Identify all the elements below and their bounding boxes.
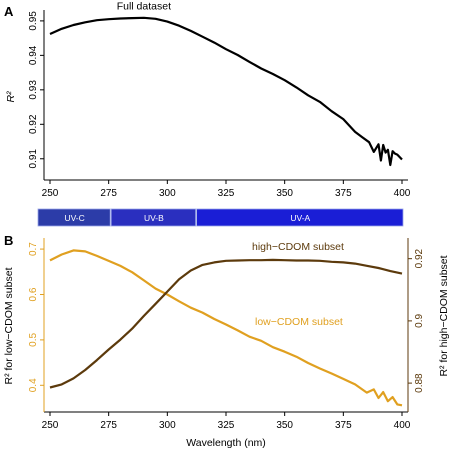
panel-a-x-tick-label: 275 [100, 188, 117, 199]
uv-band-uv-b [110, 208, 196, 227]
low-cdom-series-line [49, 249, 403, 407]
panel-b-left-ticks: 0.4 0.5 0.6 0.7 [28, 242, 44, 392]
panel-a-y-tick-label: 0.94 [28, 45, 39, 65]
panel-b-right-tick-label: 0.92 [414, 248, 425, 268]
panel-b-left-tick-label: 0.6 [28, 287, 39, 301]
panel-a-y-tick-label: 0.93 [28, 80, 39, 100]
uv-band-label: UV-C [64, 213, 84, 223]
panel-b-series [49, 249, 403, 407]
panel-b-left-tick-label: 0.4 [28, 378, 39, 392]
panel-b: B 250 275 300 325 350 375 400 0.4 0.5 0.6 0.7 0.8… [3, 233, 450, 449]
panel-a-x-tick-label: 400 [394, 188, 411, 199]
panel-a-y-tick-label: 0.92 [28, 114, 39, 134]
panel-b-right-tick-label: 0.9 [414, 314, 425, 328]
full-dataset-annotation: Full dataset [117, 1, 171, 13]
panel-b-x-tick-label: 250 [42, 420, 59, 431]
panel-b-right-axis-title: R² for high−CDOM subset [438, 255, 450, 376]
panel-a-series-line [49, 16, 403, 167]
panel-a-letter: A [4, 4, 14, 19]
panel-a-x-tick-label: 350 [276, 188, 293, 199]
panel-b-left-tick-label: 0.7 [28, 242, 39, 256]
uv-band-label: UV-A [290, 213, 310, 223]
panel-a-x-tick-label: 300 [159, 188, 176, 199]
panel-a-y-axis-title: R² [5, 91, 17, 103]
panel-b-x-tick-label: 300 [159, 420, 176, 431]
uv-band-label: UV-B [144, 213, 164, 223]
panel-a-x-tick-label: 325 [218, 188, 235, 199]
panel-a-x-tick-label: 375 [335, 188, 352, 199]
panel-b-x-ticks: 250 275 300 325 350 375 400 [42, 412, 411, 431]
panel-a-series [49, 16, 403, 167]
panel-b-letter: B [4, 233, 13, 248]
panel-b-left-axis-title: R² for low−CDOM subset [3, 267, 15, 384]
high-cdom-series-label: high−CDOM subset [252, 241, 344, 253]
panel-a-y-tick-label: 0.91 [28, 149, 39, 169]
panel-b-x-tick-label: 325 [218, 420, 235, 431]
panel-b-x-axis-title: Wavelength (nm) [186, 437, 266, 449]
panel-b-left-tick-label: 0.5 [28, 333, 39, 347]
panel-a-x-tick-label: 250 [42, 188, 59, 199]
panel-a: A 250 275 300 325 350 375 400 0.91 0.92 0.93 0.94… [4, 1, 411, 199]
panel-b-x-tick-label: 400 [394, 420, 411, 431]
panel-b-right-ticks: 0.88 0.9 0.92 [408, 248, 425, 393]
panel-b-x-tick-label: 350 [276, 420, 293, 431]
panel-b-right-tick-label: 0.88 [414, 373, 425, 393]
panel-b-x-tick-label: 275 [100, 420, 117, 431]
uv-band-uv-c [37, 208, 111, 227]
panel-b-x-tick-label: 375 [335, 420, 352, 431]
uv-band-bar: UV-C UV-B UV-A [37, 208, 404, 227]
panel-a-y-tick-label: 0.95 [28, 11, 39, 31]
panel-a-y-ticks: 0.91 0.92 0.93 0.94 0.95 [28, 11, 44, 169]
high-cdom-series-line [49, 258, 403, 389]
panel-a-x-ticks: 250 275 300 325 350 375 400 [42, 180, 411, 199]
uv-band-uv-a [196, 208, 404, 227]
low-cdom-series-label: low−CDOM subset [255, 316, 343, 328]
